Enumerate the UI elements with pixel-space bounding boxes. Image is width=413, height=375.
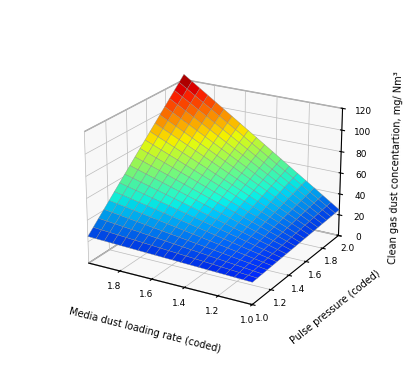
X-axis label: Media dust loading rate (coded): Media dust loading rate (coded) [68,306,221,355]
Y-axis label: Pulse pressure (coded): Pulse pressure (coded) [288,268,381,346]
